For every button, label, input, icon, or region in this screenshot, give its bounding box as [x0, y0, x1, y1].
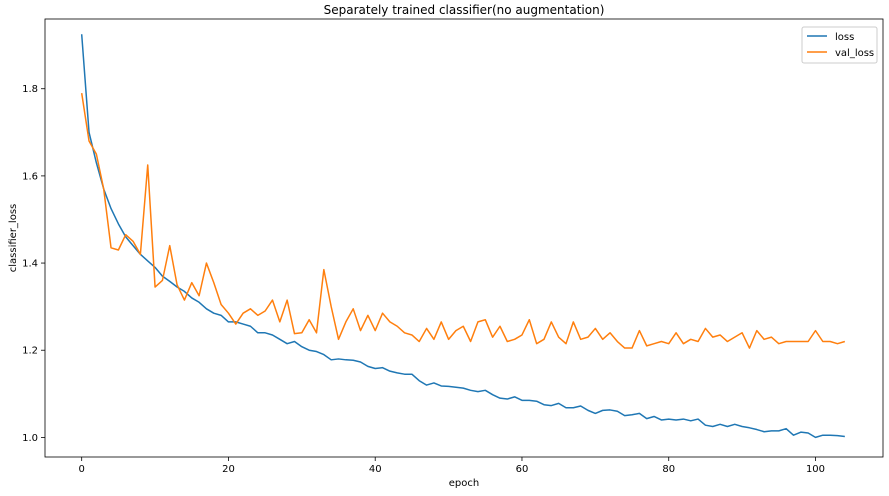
legend-label-loss: loss: [835, 32, 854, 43]
plot-area: [44, 18, 884, 458]
y-tick-label: 1.2: [22, 346, 38, 357]
x-tick-label: 60: [516, 464, 529, 475]
x-tick-label: 80: [662, 464, 675, 475]
y-axis-title: classifier_loss: [8, 204, 19, 272]
chart-title: Separately trained classifier(no augment…: [324, 3, 605, 17]
series-layer: [80, 34, 846, 439]
y-axis: 1.0 1.2 1.4 1.6 1.8: [22, 84, 45, 444]
x-axis: 0 20 40 60 80 100: [79, 457, 825, 475]
y-tick-label: 1.0: [22, 433, 38, 444]
x-tick-label: 0: [79, 464, 85, 475]
series-line-val-loss: [80, 92, 846, 349]
series-line-loss: [80, 34, 845, 439]
legend-label-val-loss: val_loss: [835, 48, 874, 59]
legend: loss val_loss: [801, 26, 878, 64]
x-tick-label: 40: [369, 464, 382, 475]
y-tick-label: 1.4: [22, 259, 38, 270]
x-tick-label: 100: [806, 464, 825, 475]
y-tick-label: 1.8: [22, 84, 38, 95]
y-tick-label: 1.6: [22, 171, 38, 182]
x-tick-label: 20: [222, 464, 235, 475]
x-axis-title: epoch: [449, 478, 479, 489]
